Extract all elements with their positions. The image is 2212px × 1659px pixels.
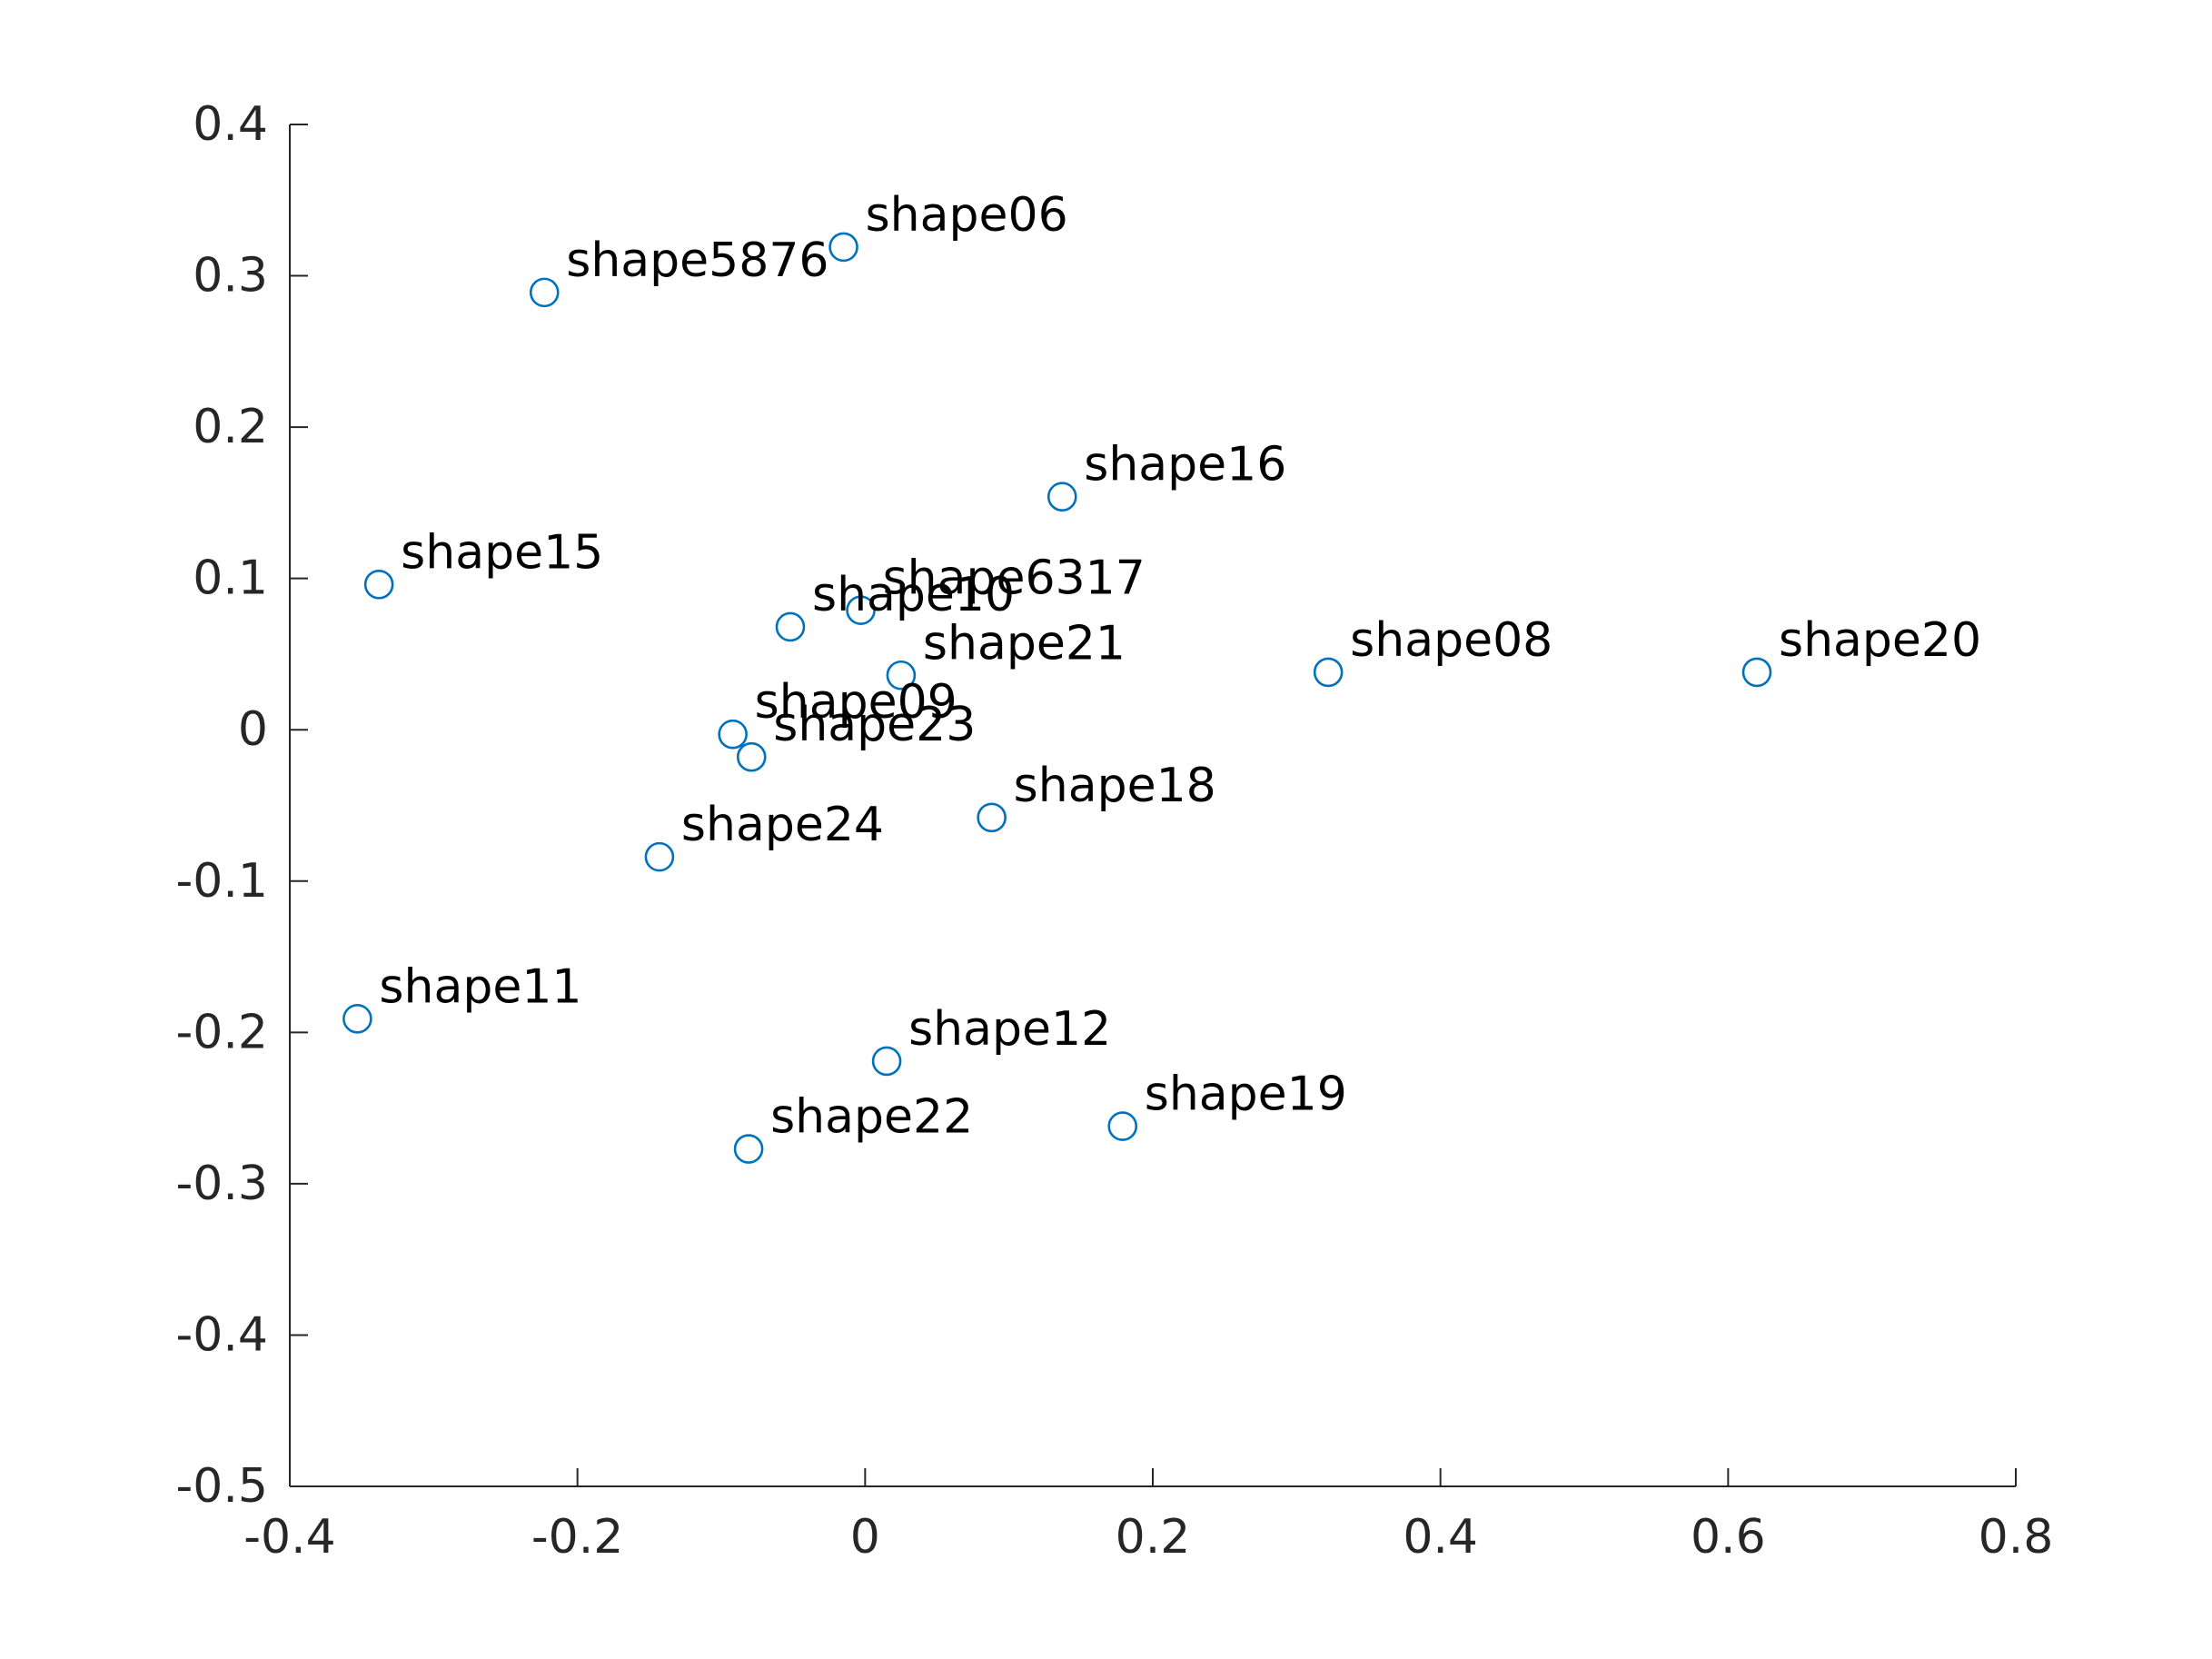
data-point-shape10 [775,611,806,642]
data-point-shape5876 [529,277,560,308]
x-tick-label: 0.8 [1979,1510,2054,1565]
data-point-shape08 [1313,657,1344,688]
data-label-shape09: shape09 [755,675,957,730]
data-point-shape6317 [846,595,876,625]
data-label-shape5876: shape5876 [566,233,828,288]
data-label-shape06: shape06 [866,188,1068,243]
y-tick-label: -0.1 [176,854,268,909]
data-label-shape24: shape24 [681,798,884,852]
y-tick-label: -0.5 [176,1459,268,1514]
data-label-shape22: shape22 [770,1090,973,1145]
data-point-shape21 [886,660,917,690]
data-point-shape15 [363,570,394,600]
data-point-shape23 [736,741,767,772]
data-label-shape10: shape10 [812,568,1015,622]
data-point-shape19 [1107,1111,1138,1141]
data-label-shape18: shape18 [1014,759,1216,813]
data-point-shape16 [1046,482,1077,512]
data-point-shape20 [1741,657,1772,688]
data-label-shape16: shape16 [1084,438,1286,492]
data-label-shape12: shape12 [908,1002,1111,1057]
data-points [342,232,1772,1164]
y-tick-label: 0 [238,702,268,757]
y-tick-label: 0.3 [193,249,268,303]
data-point-shape12 [871,1046,902,1077]
y-tick-label: 0.1 [193,551,268,606]
data-label-shape19: shape19 [1145,1068,1347,1122]
y-tick-label: -0.4 [176,1307,268,1362]
data-point-shape18 [977,802,1007,833]
data-point-shape11 [342,1004,372,1034]
data-point-shape06 [828,232,858,263]
data-point-shape24 [644,841,675,872]
y-tick-label: 0.2 [193,400,268,454]
x-tick-label: -0.4 [243,1510,335,1565]
data-label-shape20: shape20 [1779,613,1981,668]
x-tick-label: 0 [850,1510,880,1565]
data-label-shape21: shape21 [923,616,1126,671]
data-point-shape22 [733,1134,764,1164]
x-tick-label: 0.6 [1691,1510,1766,1565]
data-label-shape6317: shape6317 [883,551,1146,606]
data-label-shape15: shape15 [401,525,603,580]
y-tick-label: -0.2 [176,1005,268,1059]
data-label-shape23: shape23 [773,698,976,752]
data-label-shape11: shape11 [379,959,581,1014]
data-label-shape08: shape08 [1350,613,1552,668]
y-tick-label: -0.3 [176,1157,268,1211]
x-tick-label: 0.2 [1116,1510,1191,1565]
x-tick-label: -0.2 [531,1510,623,1565]
ticks: -0.5-0.4-0.3-0.2-0.100.10.20.30.4-0.4 -0.… [176,97,2054,1565]
data-point-shape09 [718,719,748,750]
y-tick-label: 0.4 [193,97,268,152]
x-tick-label: 0.4 [1403,1510,1478,1565]
